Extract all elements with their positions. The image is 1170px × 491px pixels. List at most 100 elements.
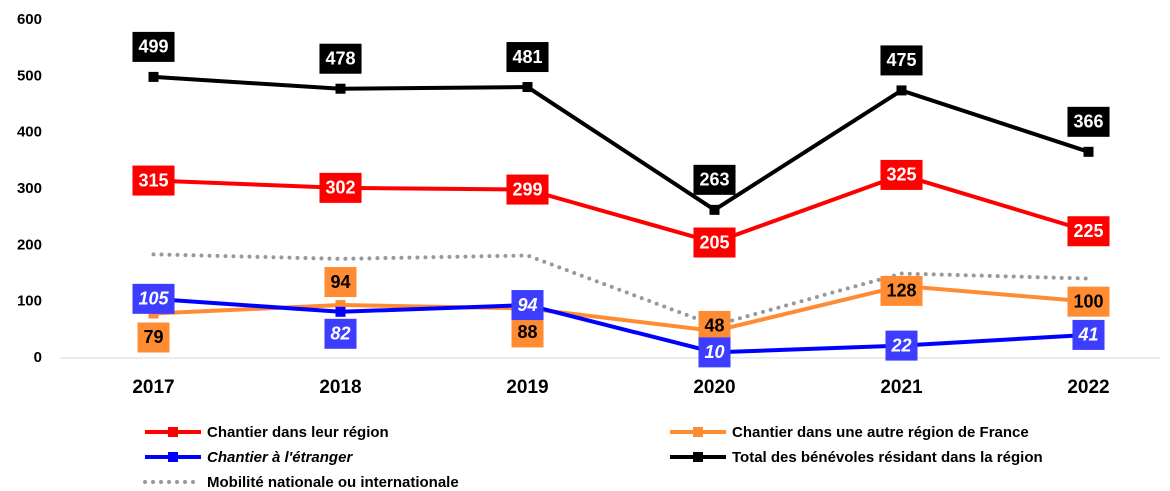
x-tick-label: 2018 <box>319 377 361 398</box>
data-label: 41 <box>1077 325 1098 345</box>
legend-label: Chantier à l'étranger <box>207 449 353 466</box>
legend-label: Chantier dans une autre région de France <box>732 424 1029 441</box>
data-label: 263 <box>699 170 729 190</box>
legend-marker <box>693 427 703 437</box>
data-label-box: 94 <box>511 290 544 321</box>
data-label-box: 263 <box>693 164 736 195</box>
x-tick-label: 2017 <box>132 377 174 398</box>
data-label-box: 128 <box>880 275 923 306</box>
data-label-bg <box>880 159 923 190</box>
data-label: 205 <box>699 232 729 252</box>
data-label: 299 <box>512 179 542 199</box>
data-label-bg <box>511 317 544 348</box>
series-line <box>153 283 1089 333</box>
series-line <box>151 252 1091 328</box>
marker <box>709 204 720 215</box>
y-tick-label: 0 <box>34 349 42 366</box>
data-label-box: 302 <box>319 172 362 203</box>
data-label-box: 41 <box>1072 319 1105 350</box>
data-label-bg <box>132 165 175 196</box>
data-label-box: 10 <box>698 337 731 368</box>
legend-label: Mobilité nationale ou internationale <box>207 474 459 491</box>
data-label-box: 94 <box>324 267 357 298</box>
data-label-bg <box>693 164 736 195</box>
data-label-box: 88 <box>511 317 544 348</box>
data-label-bg <box>319 172 362 203</box>
data-label: 366 <box>1073 112 1103 132</box>
data-label-box: 225 <box>1067 216 1110 247</box>
series-line <box>153 74 1090 213</box>
data-label-box: 315 <box>132 165 175 196</box>
marker <box>522 82 533 93</box>
data-label: 315 <box>138 170 168 190</box>
data-label: 94 <box>330 272 350 292</box>
data-label: 475 <box>886 50 916 70</box>
legend-label: Total des bénévoles résidant dans la rég… <box>732 449 1043 466</box>
marker <box>148 71 159 82</box>
data-label: 481 <box>512 47 542 67</box>
data-label: 94 <box>517 295 537 315</box>
data-label-bg <box>324 267 357 298</box>
data-label: 499 <box>138 37 168 57</box>
marker <box>896 85 907 96</box>
data-label: 105 <box>138 289 169 309</box>
x-tick-label: 2019 <box>506 377 548 398</box>
data-label: 302 <box>325 178 355 198</box>
data-label-box: 100 <box>1067 286 1110 317</box>
data-label: 82 <box>330 324 350 344</box>
data-label: 22 <box>890 335 911 355</box>
data-label-bg <box>880 275 923 306</box>
data-label-box: 48 <box>698 310 731 341</box>
data-label: 478 <box>325 48 355 68</box>
data-label-bg <box>1067 286 1110 317</box>
data-label-box: 481 <box>506 42 549 73</box>
marker <box>335 300 346 311</box>
y-tick-label: 500 <box>17 67 42 84</box>
legend-marker <box>168 452 178 462</box>
data-label-bg <box>885 330 918 361</box>
marker <box>335 306 346 317</box>
data-label: 325 <box>886 165 916 185</box>
x-tick-label: 2022 <box>1067 377 1109 398</box>
y-tick-label: 400 <box>17 124 42 141</box>
x-tick-label: 2020 <box>693 377 735 398</box>
data-label-bg <box>324 318 357 349</box>
y-tick-label: 100 <box>17 293 42 310</box>
data-label: 88 <box>517 322 537 342</box>
data-label-bg <box>506 42 549 73</box>
y-tick-label: 300 <box>17 180 42 197</box>
data-label-bg <box>132 31 175 62</box>
data-label-bg <box>137 322 170 353</box>
data-label-box: 299 <box>506 174 549 205</box>
legend-marker <box>168 427 178 437</box>
data-label-box: 79 <box>137 322 170 353</box>
data-label-bg <box>506 174 549 205</box>
data-label-bg <box>319 43 362 74</box>
y-tick-label: 200 <box>17 236 42 253</box>
data-label: 100 <box>1073 291 1103 311</box>
data-label-box: 478 <box>319 43 362 74</box>
data-label-bg <box>880 45 923 76</box>
data-label-box: 499 <box>132 31 175 62</box>
data-label-bg <box>698 310 731 341</box>
data-label-bg <box>132 283 175 314</box>
data-label-box: 22 <box>885 330 918 361</box>
series-line <box>153 296 1089 355</box>
data-label-bg <box>698 337 731 368</box>
data-label-box: 325 <box>880 159 923 190</box>
data-label: 10 <box>704 342 724 362</box>
data-label-bg <box>1072 319 1105 350</box>
marker <box>335 83 346 94</box>
data-label: 79 <box>143 327 163 347</box>
data-label-box: 475 <box>880 45 923 76</box>
data-label: 128 <box>886 281 916 301</box>
data-label-box: 366 <box>1067 106 1110 137</box>
x-tick-label: 2021 <box>880 377 923 398</box>
data-label: 225 <box>1073 221 1103 241</box>
y-tick-label: 600 <box>17 11 42 28</box>
data-label-bg <box>693 227 736 258</box>
legend-marker <box>693 452 703 462</box>
data-label-box: 205 <box>693 227 736 258</box>
data-label-box: 105 <box>132 283 175 314</box>
